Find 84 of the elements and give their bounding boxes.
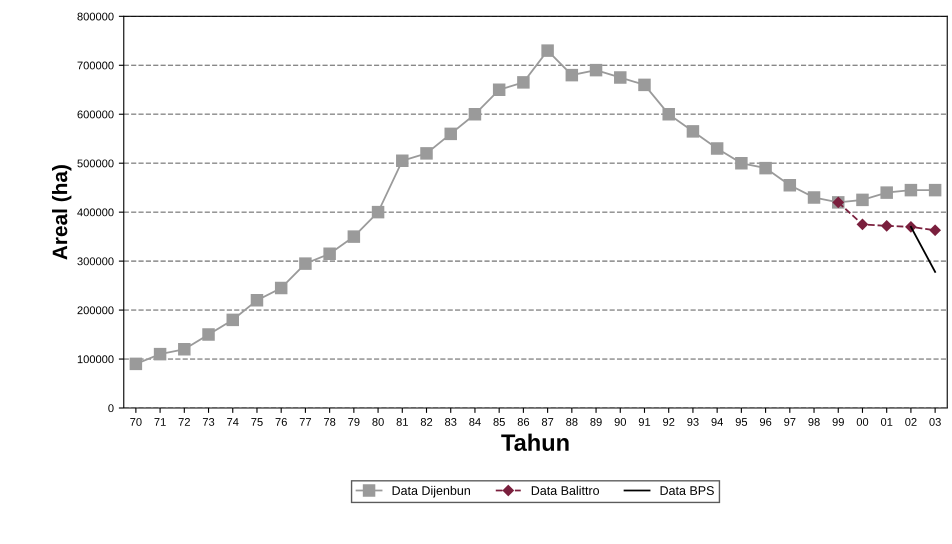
point	[178, 343, 191, 356]
point	[856, 218, 868, 230]
legend-label: Data Dijenbun	[392, 486, 470, 498]
x-tick-label: 02	[905, 418, 917, 426]
x-tick-label: 73	[202, 418, 214, 426]
point	[323, 248, 336, 260]
point	[881, 220, 892, 232]
legend-label: Data Balittro	[532, 486, 600, 496]
point	[492, 84, 506, 96]
y-tick-label: 400000	[77, 208, 114, 216]
x-tick-label: 78	[324, 418, 336, 426]
x-tick-label: 90	[614, 418, 626, 426]
x-tick-label: 95	[736, 418, 748, 426]
x-tick-label: 84	[469, 418, 481, 426]
point	[566, 68, 578, 82]
y-tick-label: 700000	[78, 62, 114, 70]
point	[468, 108, 482, 120]
point	[710, 142, 724, 155]
point	[856, 194, 869, 206]
point	[930, 224, 941, 236]
point	[444, 128, 457, 140]
point	[759, 162, 772, 174]
x-tick-label: 79	[348, 418, 360, 426]
x-tick-label: 94	[711, 418, 724, 426]
y-tick-label: 100000	[78, 355, 114, 364]
y-tick-label: 200000	[78, 306, 114, 314]
y-axis-title: Areal (ha)	[52, 165, 72, 260]
point	[250, 294, 264, 307]
x-tick-label: 98	[808, 418, 820, 426]
x-tick-label: 03	[929, 418, 941, 426]
x-tick-label: 86	[518, 418, 530, 426]
x-tick-label: 99	[832, 418, 844, 426]
point	[517, 76, 530, 89]
point	[372, 206, 384, 218]
x-axis-title: Tahun	[501, 434, 569, 451]
x-tick-label: 76	[276, 418, 287, 426]
x-tick-label: 72	[178, 418, 190, 426]
legend-label: Data BPS	[660, 486, 714, 496]
x-tick-label: 71	[154, 418, 166, 426]
x-tick-label: 74	[227, 418, 239, 426]
point	[735, 156, 748, 170]
x-tick-label: 77	[300, 418, 312, 426]
point	[880, 186, 893, 199]
y-tick-label: 600000	[78, 110, 114, 118]
point	[202, 328, 215, 341]
x-tick-label: 92	[663, 418, 674, 426]
point	[614, 71, 627, 84]
x-tick-label: 91	[638, 418, 650, 426]
y-tick-label: 800000	[77, 12, 114, 20]
x-tick-label: 70	[130, 418, 142, 426]
y-tick-label: 0	[108, 404, 114, 412]
x-tick-label: 89	[590, 418, 602, 426]
x-tick-label: 96	[760, 418, 772, 426]
x-tick-label: 00	[856, 418, 868, 426]
point	[808, 191, 820, 204]
point	[299, 257, 312, 270]
y-tick-label: 300000	[77, 257, 114, 266]
x-tick-label: 81	[396, 418, 408, 426]
x-tick-label: 93	[687, 418, 699, 426]
y-tick-label: 500000	[77, 159, 114, 168]
point	[274, 282, 288, 294]
x-tick-label: 97	[784, 418, 796, 426]
point	[348, 230, 360, 243]
x-tick-label: 01	[880, 418, 892, 426]
point	[396, 154, 409, 167]
point	[420, 147, 433, 160]
point	[904, 184, 918, 196]
point	[130, 358, 142, 370]
x-tick-label: 85	[493, 418, 505, 426]
x-tick-label: 82	[420, 418, 432, 426]
point	[226, 314, 239, 326]
point	[686, 125, 700, 138]
x-tick-label: 87	[542, 418, 554, 426]
point	[590, 64, 602, 76]
x-tick-label: 80	[372, 418, 384, 426]
point	[638, 78, 651, 92]
point	[154, 348, 166, 360]
point	[928, 184, 942, 196]
x-tick-label: 88	[566, 418, 578, 426]
point	[784, 178, 796, 192]
point	[541, 44, 554, 57]
x-tick-label: 75	[251, 418, 263, 426]
point	[662, 108, 675, 120]
x-tick-label: 83	[445, 418, 456, 426]
